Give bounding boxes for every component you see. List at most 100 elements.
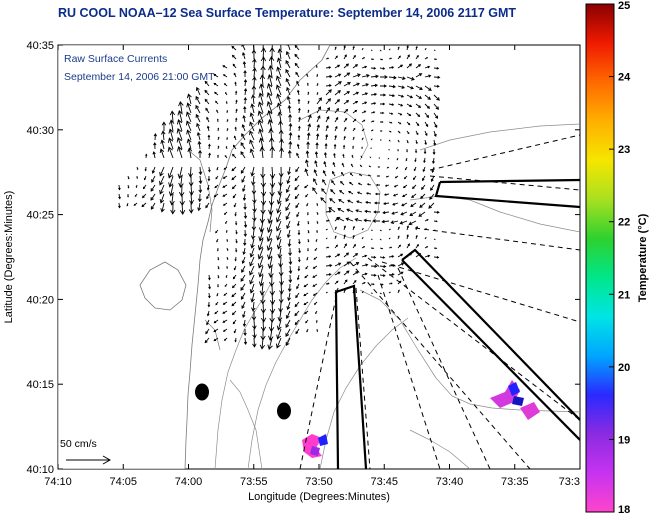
current-vector: [307, 109, 310, 114]
current-vector: [206, 116, 210, 123]
current-vector: [313, 301, 318, 305]
current-vector: [278, 129, 284, 141]
current-vector: [388, 246, 393, 249]
current-vector: [231, 153, 237, 159]
current-vector: [307, 220, 310, 225]
current-vector: [325, 66, 332, 69]
current-vector: [243, 328, 247, 337]
current-vector: [232, 193, 237, 199]
current-vector: [241, 45, 246, 51]
current-vector: [279, 138, 284, 150]
current-vector: [424, 219, 429, 222]
current-vector: [383, 193, 390, 196]
current-vector: [242, 184, 246, 192]
current-vector: [178, 175, 184, 189]
current-vector: [235, 90, 238, 96]
colorbar-tick-label: 18: [618, 504, 630, 516]
current-vector: [279, 283, 284, 295]
current-vector: [243, 78, 248, 87]
current-vector: [388, 228, 391, 231]
current-vector: [334, 262, 342, 267]
current-vector: [380, 121, 384, 123]
current-vector: [334, 253, 341, 258]
colorbar-tick-label: 19: [618, 434, 630, 446]
current-vector: [415, 234, 418, 240]
current-vector: [235, 108, 238, 114]
current-vector: [206, 310, 210, 317]
current-vector: [295, 202, 300, 209]
current-vector: [415, 85, 423, 90]
current-vector: [269, 301, 276, 314]
current-vector: [343, 54, 347, 60]
current-vector: [277, 184, 283, 196]
current-vector: [285, 68, 291, 78]
current-vector: [306, 132, 311, 141]
current-vector: [352, 82, 360, 87]
current-vector: [350, 163, 354, 168]
current-vector: [346, 208, 354, 213]
current-vector: [136, 175, 139, 180]
current-vector: [361, 110, 367, 114]
current-vector: [241, 175, 246, 183]
current-vector: [222, 319, 228, 323]
current-vector: [251, 49, 257, 60]
current-vector: [286, 301, 291, 311]
current-vector: [397, 64, 404, 69]
current-vector: [430, 175, 435, 182]
scale-arrow: [66, 455, 112, 465]
current-vector: [296, 211, 300, 218]
current-vector: [365, 192, 372, 195]
current-vector: [330, 189, 336, 195]
current-vector: [376, 175, 380, 177]
current-vector: [259, 211, 266, 224]
current-vector: [422, 175, 426, 182]
current-vector: [374, 201, 380, 205]
current-vector: [325, 246, 330, 249]
current-vector: [388, 130, 392, 133]
current-vector: [252, 211, 257, 222]
current-vector: [287, 149, 292, 159]
current-vector: [361, 101, 368, 105]
current-vector: [388, 291, 391, 294]
current-vector: [352, 145, 355, 150]
current-vector: [306, 82, 309, 87]
current-vector: [424, 254, 431, 258]
current-vector: [285, 328, 291, 338]
current-vector: [159, 148, 165, 159]
current-vector: [343, 108, 349, 114]
current-vector: [397, 226, 400, 231]
current-vector: [249, 139, 255, 150]
current-vector: [207, 175, 211, 182]
current-vector: [343, 234, 346, 240]
current-vector: [296, 152, 300, 159]
current-vector: [315, 142, 319, 150]
current-vector: [186, 93, 192, 105]
current-vector: [233, 72, 237, 78]
current-vector: [397, 271, 404, 276]
current-vector: [279, 274, 284, 286]
current-vector: [361, 92, 369, 96]
surface-current-vectors: [118, 45, 441, 350]
current-vector: [204, 98, 210, 105]
current-vector: [233, 265, 237, 271]
x-tick-label: 74:05: [109, 476, 137, 488]
current-vector: [320, 197, 327, 204]
current-vector: [167, 166, 174, 179]
current-vector: [370, 111, 376, 114]
current-vector: [276, 238, 282, 250]
current-vector: [285, 319, 291, 329]
current-vector: [433, 84, 440, 88]
current-vector: [223, 166, 228, 170]
current-vector: [217, 136, 220, 141]
scale-label: 50 cm/s: [60, 438, 97, 450]
current-vector: [390, 220, 399, 224]
current-vector: [342, 144, 346, 150]
current-vector: [388, 94, 396, 98]
x-tick-label: 73:3: [559, 476, 580, 488]
current-vector: [340, 171, 345, 177]
current-vector: [204, 89, 210, 96]
current-vector: [225, 229, 228, 234]
current-vector: [222, 202, 228, 206]
current-vector: [233, 202, 237, 208]
current-vector: [315, 319, 318, 324]
